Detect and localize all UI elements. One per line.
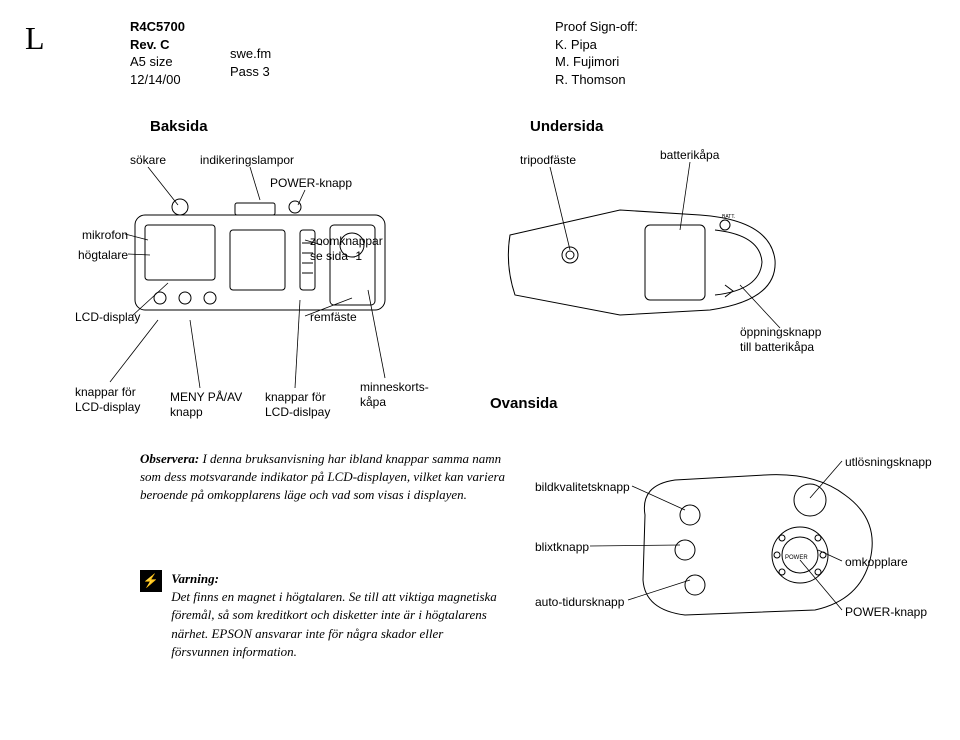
proof-label: Proof Sign-off:	[555, 18, 638, 36]
label-power-knapp: POWER-knapp	[270, 176, 352, 191]
label-sokare: sökare	[130, 153, 166, 168]
label-blixtknapp: blixtknapp	[535, 540, 589, 555]
label-tripodfaste: tripodfäste	[520, 153, 576, 168]
header-signoff: Proof Sign-off: K. Pipa M. Fujimori R. T…	[555, 18, 638, 88]
header-file-info: swe.fm Pass 3	[230, 45, 271, 80]
label-knappar-lcd2: knappar för LCD-dislpay	[265, 390, 330, 420]
warning-block: ⚡ Varning: Det finns en magnet i högtala…	[140, 570, 510, 661]
label-indikeringslampor: indikeringslampor	[200, 153, 294, 168]
warning-body: Det finns en magnet i högtalaren. Se til…	[171, 589, 497, 659]
doc-rev: Rev. C	[130, 36, 185, 54]
label-hogtalare: högtalare	[78, 248, 128, 263]
label-minneskortskapa: minneskorts- kåpa	[360, 380, 429, 410]
page-marker: L	[25, 20, 45, 57]
note-title: Observera:	[140, 451, 199, 466]
label-mikrofon: mikrofon	[82, 228, 128, 243]
doc-filename: swe.fm	[230, 45, 271, 63]
sig-2: M. Fujimori	[555, 53, 638, 71]
label-batterikapa: batterikåpa	[660, 148, 719, 163]
doc-pass: Pass 3	[230, 63, 271, 81]
svg-text:BATT.: BATT.	[722, 214, 735, 220]
label-auto-tidursknapp: auto-tidursknapp	[535, 595, 624, 610]
label-meny-pa-av: MENY PÅ/AV knapp	[170, 390, 242, 420]
sig-1: K. Pipa	[555, 36, 638, 54]
warning-title: Varning:	[171, 570, 501, 588]
heading-baksida: Baksida	[150, 118, 208, 135]
heading-undersida: Undersida	[530, 118, 603, 135]
header-doc-info: R4C5700 Rev. C A5 size 12/14/00	[130, 18, 185, 88]
sig-3: R. Thomson	[555, 71, 638, 89]
camera-top-diagram: POWER	[635, 460, 885, 630]
note-block: Observera: I denna bruksanvisning har ib…	[140, 450, 510, 505]
label-knappar-lcd: knappar för LCD-display	[75, 385, 140, 415]
doc-date: 12/14/00	[130, 71, 185, 89]
doc-id: R4C5700	[130, 18, 185, 36]
camera-underside-diagram: BATT.	[500, 190, 790, 330]
svg-text:POWER: POWER	[785, 555, 808, 561]
heading-ovansida: Ovansida	[490, 395, 558, 412]
doc-size: A5 size	[130, 53, 185, 71]
label-bildkvalitetsknapp: bildkvalitetsknapp	[535, 480, 630, 495]
warning-icon: ⚡	[140, 570, 162, 592]
camera-back-diagram	[130, 195, 390, 325]
